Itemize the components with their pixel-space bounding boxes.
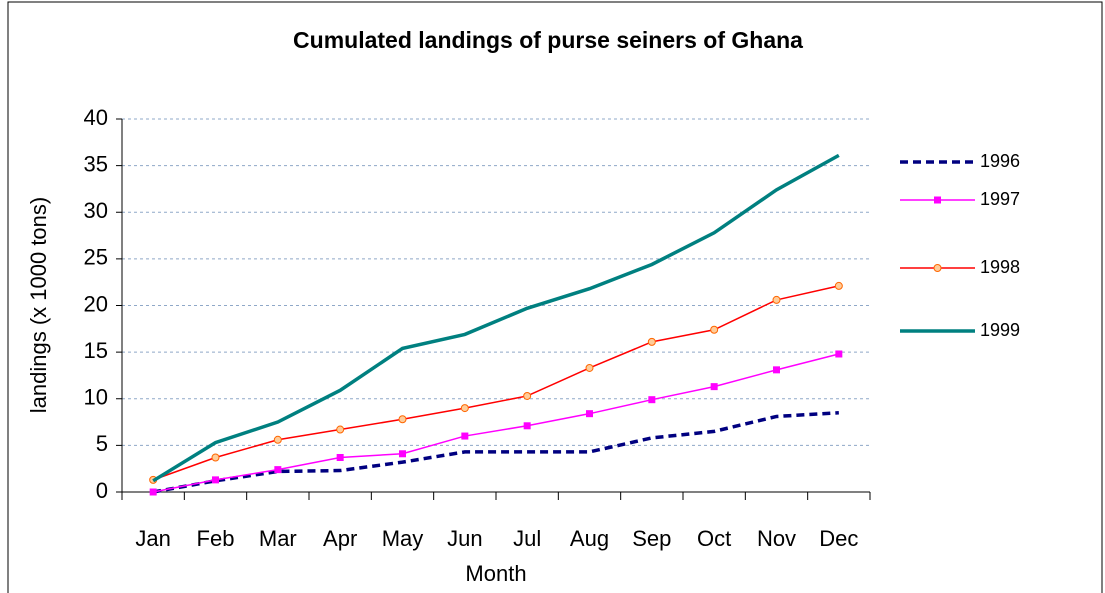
data-point xyxy=(773,366,780,374)
data-point xyxy=(399,450,406,458)
chart-title: Cumulated landings of purse seiners of G… xyxy=(293,27,803,53)
y-tick-label: 20 xyxy=(84,291,108,316)
legend-label: 1997 xyxy=(980,189,1020,209)
data-point xyxy=(647,337,656,346)
y-tick-label: 5 xyxy=(96,431,108,456)
series-line xyxy=(152,153,840,483)
series-line xyxy=(153,353,840,493)
data-point xyxy=(212,476,219,484)
legend-label: 1998 xyxy=(980,257,1020,277)
series-line xyxy=(152,285,839,481)
series-line xyxy=(152,410,839,494)
x-tick-label: Dec xyxy=(819,526,858,551)
data-point xyxy=(710,325,719,334)
legend-marker xyxy=(934,196,941,204)
data-point xyxy=(336,425,345,434)
data-point xyxy=(398,415,407,424)
y-tick-label: 40 xyxy=(84,105,108,130)
y-tick-label: 15 xyxy=(84,338,108,363)
data-point xyxy=(336,453,344,461)
data-point xyxy=(523,422,531,430)
data-point xyxy=(585,363,594,372)
y-tick-label: 25 xyxy=(84,245,108,270)
x-tick-label: Jan xyxy=(135,526,170,551)
data-point xyxy=(835,350,843,358)
chart-frame xyxy=(7,1,1103,593)
x-tick-label: Jul xyxy=(513,526,541,551)
data-point xyxy=(149,488,157,496)
y-tick-label: 10 xyxy=(84,385,108,410)
x-tick-label: Jun xyxy=(447,526,482,551)
data-point xyxy=(772,295,781,304)
x-tick-label: Apr xyxy=(323,526,357,551)
data-point xyxy=(710,383,718,391)
y-axis-label: landings (x 1000 tons) xyxy=(26,197,51,413)
data-point xyxy=(586,410,593,418)
data-point xyxy=(523,391,532,400)
data-point xyxy=(273,435,282,444)
x-tick-label: Nov xyxy=(757,526,796,551)
data-point xyxy=(274,466,282,474)
x-axis-label: Month xyxy=(465,561,526,586)
y-tick-label: 0 xyxy=(96,478,108,503)
data-point xyxy=(648,396,656,404)
y-tick-label: 30 xyxy=(84,198,108,223)
x-tick-label: Sep xyxy=(632,526,671,551)
x-tick-label: Feb xyxy=(197,526,235,551)
x-tick-label: May xyxy=(382,526,424,551)
data-point xyxy=(211,453,220,462)
x-tick-label: Mar xyxy=(259,526,297,551)
legend-marker xyxy=(933,264,942,272)
y-tick-label: 35 xyxy=(84,151,108,176)
x-tick-label: Oct xyxy=(697,526,731,551)
x-tick-label: Aug xyxy=(570,526,609,551)
legend-label: 1999 xyxy=(980,320,1020,340)
data-point xyxy=(460,404,469,413)
legend-label: 1996 xyxy=(980,151,1020,171)
data-point xyxy=(834,281,843,290)
data-point xyxy=(461,432,469,440)
